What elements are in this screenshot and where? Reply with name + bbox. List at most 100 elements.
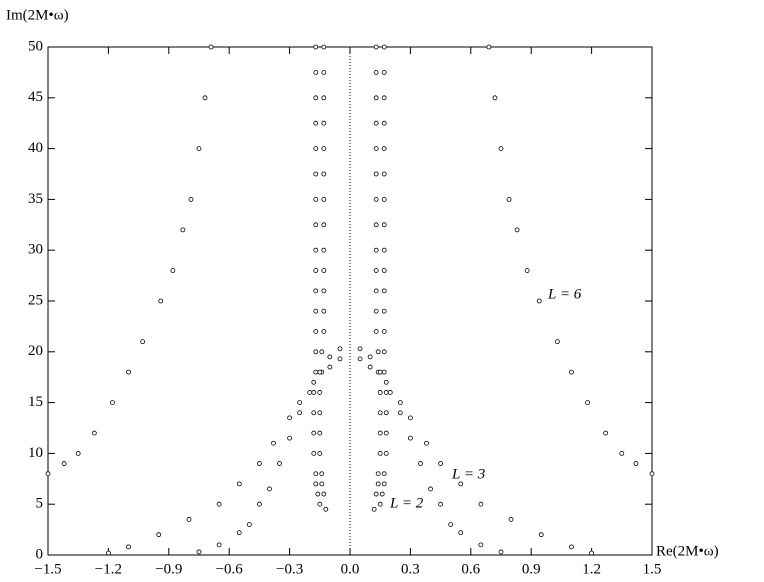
point <box>236 530 242 536</box>
point <box>498 549 504 555</box>
y-tick-label: 0 <box>36 546 44 562</box>
y-tick-label: 10 <box>28 445 43 461</box>
point <box>313 196 319 202</box>
point <box>256 461 262 466</box>
point <box>373 288 379 294</box>
y-tick-label: 50 <box>28 38 43 54</box>
point <box>297 400 303 406</box>
point <box>313 471 319 477</box>
point <box>311 410 317 416</box>
x-tick-label: −0.6 <box>216 561 244 577</box>
point <box>373 95 379 101</box>
point <box>536 298 542 304</box>
point <box>158 298 164 304</box>
point <box>381 268 387 273</box>
y-tick-label: 25 <box>28 292 43 308</box>
point <box>387 390 393 395</box>
point <box>377 450 383 456</box>
x-tick-label: 0.0 <box>341 561 360 577</box>
point <box>317 410 323 416</box>
point <box>327 364 333 370</box>
point <box>313 329 319 334</box>
point <box>381 146 387 152</box>
point <box>373 268 379 273</box>
point <box>373 196 379 202</box>
point <box>438 501 444 507</box>
point <box>140 339 146 345</box>
point <box>313 95 319 101</box>
point <box>321 268 327 273</box>
x-tick-label: 1.5 <box>643 561 662 577</box>
x-tick-label: −1.5 <box>34 561 61 577</box>
point <box>313 288 319 294</box>
point <box>524 268 530 273</box>
point <box>379 491 385 497</box>
point <box>373 146 379 152</box>
point <box>321 196 327 202</box>
point <box>381 95 387 101</box>
point <box>256 501 262 507</box>
point <box>61 461 67 466</box>
point <box>202 95 208 101</box>
point <box>321 171 327 177</box>
point <box>313 171 319 177</box>
point <box>381 196 387 202</box>
point <box>319 349 325 355</box>
point <box>357 356 363 362</box>
point <box>321 44 327 50</box>
point <box>381 471 387 477</box>
point <box>319 471 325 477</box>
point <box>506 196 512 202</box>
point <box>180 227 186 233</box>
point <box>554 339 560 345</box>
y-tick-label: 5 <box>36 496 44 512</box>
annotation: L = 3 <box>451 466 485 482</box>
point <box>313 146 319 152</box>
point <box>357 346 363 352</box>
point <box>321 120 327 126</box>
point <box>216 501 222 507</box>
point <box>287 435 293 441</box>
point <box>216 542 222 548</box>
point <box>373 247 379 253</box>
y-tick-label: 40 <box>28 140 43 156</box>
point <box>478 501 484 507</box>
point <box>313 481 319 487</box>
point <box>321 329 327 334</box>
point <box>313 120 319 126</box>
point <box>321 308 327 314</box>
point <box>373 491 379 497</box>
point <box>126 369 131 375</box>
point <box>498 146 504 152</box>
x-tick-label: 0.9 <box>522 561 541 577</box>
point <box>321 491 327 497</box>
point <box>458 530 464 536</box>
point <box>317 390 323 395</box>
point <box>311 430 317 436</box>
point <box>188 196 194 202</box>
point <box>383 430 389 436</box>
point <box>367 364 373 370</box>
point <box>313 44 319 50</box>
point <box>373 120 379 126</box>
point <box>321 247 327 253</box>
point <box>75 450 81 456</box>
point <box>383 390 389 395</box>
point <box>106 550 111 556</box>
point <box>311 379 317 385</box>
point <box>375 481 381 487</box>
point <box>317 501 323 507</box>
point <box>428 486 433 492</box>
point <box>375 471 381 477</box>
point <box>381 70 387 75</box>
point <box>381 120 387 126</box>
point <box>381 171 387 177</box>
point <box>373 44 379 50</box>
point <box>381 349 387 355</box>
point <box>271 440 276 446</box>
point <box>323 506 329 512</box>
point <box>315 491 321 497</box>
point <box>126 544 131 550</box>
point <box>569 369 574 375</box>
